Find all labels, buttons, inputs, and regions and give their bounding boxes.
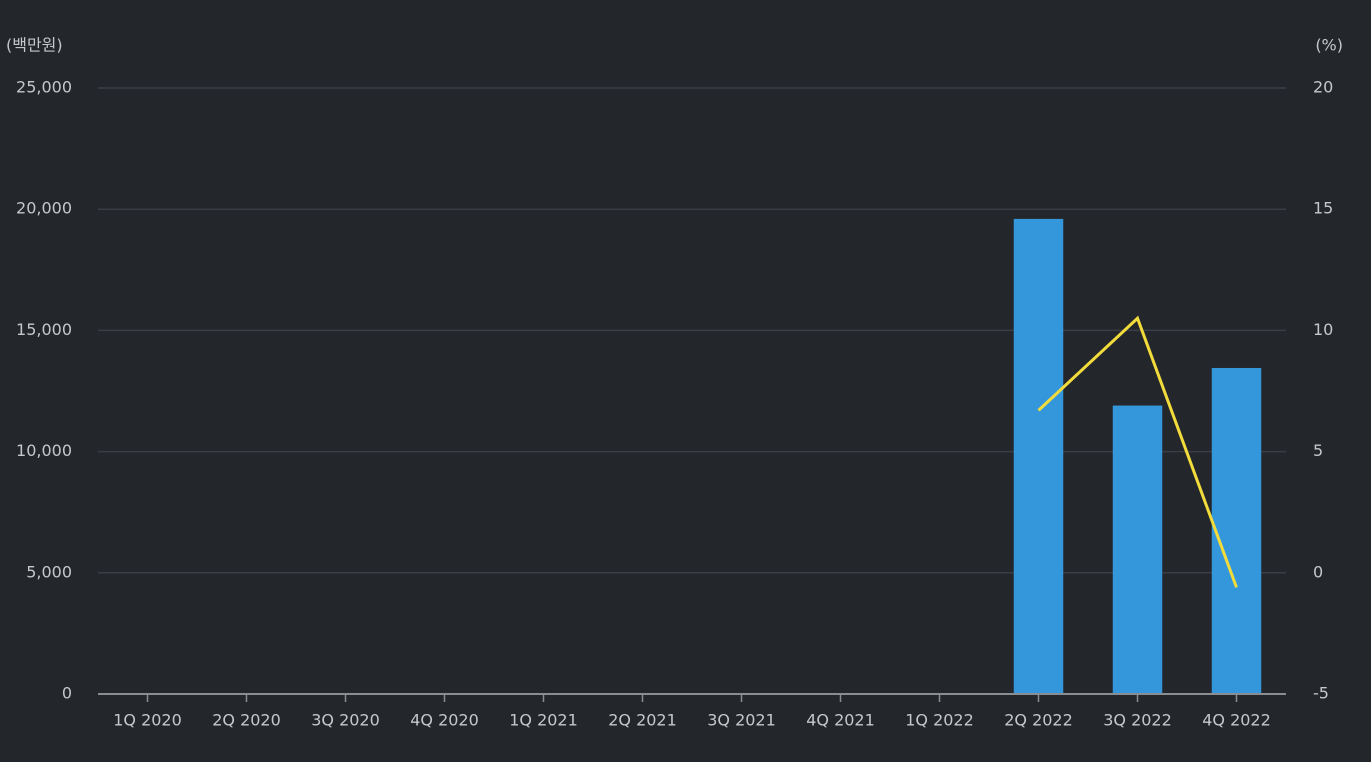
y2-tick-label: 20	[1313, 78, 1333, 97]
x-tick-label: 2Q 2021	[608, 711, 677, 730]
line	[1037, 315, 1238, 588]
y-tick-label: 15,000	[16, 320, 72, 339]
x-tick-label: 4Q 2022	[1202, 711, 1271, 730]
x-tick-label: 1Q 2021	[509, 711, 578, 730]
y-tick-label: 20,000	[16, 199, 72, 218]
y2-tick-label: 0	[1313, 562, 1323, 581]
y2-tick-label: 10	[1313, 320, 1333, 339]
x-tick-label: 1Q 2022	[905, 711, 974, 730]
y2-tick-label: 15	[1313, 199, 1333, 218]
bar	[1211, 367, 1262, 694]
y-tick-label: 0	[62, 684, 72, 703]
y-tick-label: 25,000	[16, 78, 72, 97]
x-tick-label: 4Q 2020	[410, 711, 479, 730]
y2-axis-label: (%)	[1315, 36, 1343, 55]
x-tick-label: 3Q 2021	[707, 711, 776, 730]
y-axis-label: (백만원)	[6, 36, 63, 55]
y-tick-label: 5,000	[26, 562, 72, 581]
bar	[1013, 218, 1064, 694]
y2-tick-label: -5	[1313, 684, 1329, 703]
y-tick-label: 10,000	[16, 441, 72, 460]
x-tick-label: 3Q 2022	[1103, 711, 1172, 730]
y2-tick-label: 5	[1313, 441, 1323, 460]
x-tick-label: 3Q 2020	[311, 711, 380, 730]
x-tick-label: 2Q 2020	[212, 711, 281, 730]
bar	[1112, 405, 1163, 694]
x-tick-label: 2Q 2022	[1004, 711, 1073, 730]
x-tick-label: 1Q 2020	[113, 711, 182, 730]
x-tick-label: 4Q 2021	[806, 711, 875, 730]
